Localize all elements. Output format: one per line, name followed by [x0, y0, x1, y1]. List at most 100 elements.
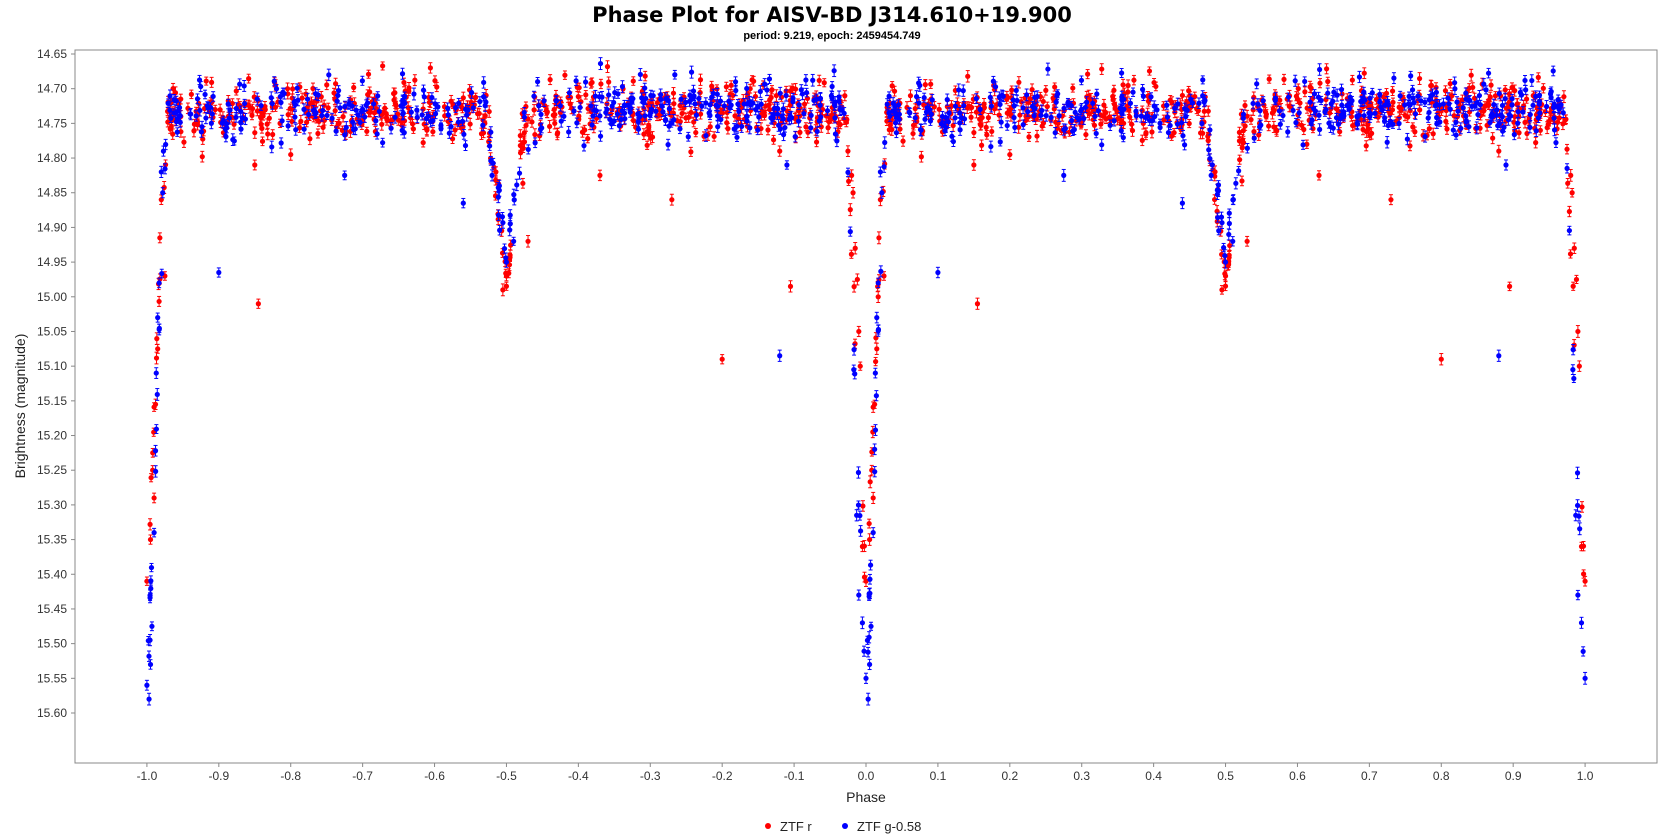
ztf-r-point: [1570, 283, 1576, 289]
ztf-r-point: [1256, 132, 1262, 138]
ztf-r-point: [1426, 126, 1432, 132]
ztf-r-point: [697, 111, 704, 117]
ztf-r-point: [304, 119, 310, 125]
ztf-r-point: [1269, 110, 1276, 116]
ztf-r-point: [719, 356, 725, 362]
ztf-r-point: [1194, 106, 1200, 112]
y-tick-label: 15.45: [37, 602, 67, 616]
ztf-r-point: [1317, 80, 1323, 86]
ztf-r-point: [730, 92, 736, 99]
ztf-r-point: [1110, 97, 1116, 103]
ztf-r-point: [863, 578, 869, 584]
ztf-g-point: [795, 118, 802, 124]
ztf-r-point: [1127, 114, 1133, 120]
ztf-r-point: [272, 104, 279, 110]
ztf-r-point: [1009, 87, 1015, 93]
ztf-r-point: [711, 133, 717, 140]
ztf-r-point: [1125, 82, 1131, 89]
ztf-r-point: [231, 121, 237, 127]
x-tick-label: -0.6: [424, 769, 445, 783]
ztf-r-point: [801, 101, 808, 107]
ztf-r-point: [1471, 95, 1478, 101]
ztf-r-point: [1085, 71, 1091, 77]
ztf-r-point: [1582, 578, 1588, 584]
ztf-r-point: [262, 103, 268, 110]
ztf-r-point: [850, 190, 856, 196]
ztf-r-point: [973, 109, 980, 115]
ztf-r-point: [410, 126, 417, 132]
ztf-r-point: [728, 82, 734, 88]
y-tick-label: 15.55: [37, 671, 67, 685]
ztf-r-point: [1337, 129, 1343, 135]
ztf-r-point: [1544, 125, 1550, 131]
ztf-r-point: [290, 86, 296, 92]
ztf-r-point: [1375, 114, 1381, 120]
ztf-r-point: [1101, 102, 1107, 108]
x-tick-label: -0.9: [208, 769, 229, 783]
ztf-r-point: [1556, 115, 1562, 121]
ztf-r-point: [478, 131, 485, 137]
ztf-r-point: [881, 273, 887, 279]
ztf-r-point: [212, 106, 218, 113]
series-ztf-g-points: [144, 57, 1588, 706]
ztf-r-point: [1098, 121, 1104, 127]
ztf-r-point: [401, 79, 407, 86]
ztf-g-point: [1164, 114, 1171, 120]
y-tick-label: 15.10: [37, 359, 67, 373]
ztf-r-point: [156, 298, 162, 305]
ztf-r-point: [264, 121, 270, 127]
ztf-r-point: [787, 88, 793, 94]
ztf-r-point: [1004, 110, 1010, 116]
x-tick-label: -0.7: [352, 769, 373, 783]
ztf-r-point: [856, 328, 862, 335]
ztf-r-point: [669, 197, 675, 203]
ztf-g-point: [1038, 112, 1044, 118]
x-tick-label: -0.1: [784, 769, 805, 783]
ztf-r-point: [922, 82, 928, 88]
ztf-r-point: [1219, 287, 1225, 293]
ztf-r-point: [725, 126, 731, 132]
ztf-r-point: [576, 113, 582, 119]
ztf-r-point: [551, 106, 557, 113]
ztf-r-point: [1488, 82, 1494, 88]
ztf-r-point: [1566, 208, 1572, 215]
ztf-r-point: [199, 154, 205, 160]
ztf-r-point: [298, 118, 304, 124]
ztf-g-point: [148, 578, 154, 584]
ztf-r-point: [1316, 172, 1322, 178]
ztf-r-point: [597, 172, 603, 178]
ztf-r-point: [852, 245, 858, 251]
ztf-r-point: [767, 97, 773, 103]
ztf-r-point: [517, 142, 523, 149]
ztf-r-point: [1571, 342, 1577, 348]
ztf-r-point: [968, 114, 974, 120]
ztf-r-point: [1212, 169, 1218, 175]
ztf-r-point: [562, 72, 568, 78]
ztf-r-point: [1416, 75, 1423, 82]
ztf-r-point: [974, 301, 981, 307]
ztf-r-point: [821, 80, 827, 86]
ztf-r-point: [1410, 124, 1416, 130]
ztf-r-point: [392, 101, 398, 107]
ztf-r-point: [249, 112, 255, 119]
ztf-r-point: [1490, 135, 1496, 141]
ztf-r-point: [1502, 87, 1508, 93]
ztf-r-point: [825, 125, 831, 131]
ztf-r-point: [1387, 111, 1393, 117]
x-tick-label: 0.6: [1289, 769, 1306, 783]
ztf-r-point: [1367, 132, 1373, 139]
ztf-r-point: [1222, 283, 1229, 289]
ztf-r-point: [765, 127, 771, 133]
ztf-r-point: [979, 114, 985, 121]
ztf-r-point: [1111, 101, 1118, 107]
ztf-r-point: [1443, 118, 1449, 125]
ztf-r-point: [575, 94, 581, 100]
x-tick-label: -0.8: [280, 769, 301, 783]
ztf-r-point: [420, 140, 426, 146]
ztf-r-point: [1044, 103, 1050, 110]
ztf-r-point: [1444, 126, 1450, 132]
ztf-r-point: [688, 109, 694, 116]
x-tick-label: 1.0: [1577, 769, 1594, 783]
ztf-r-point: [1307, 84, 1313, 90]
